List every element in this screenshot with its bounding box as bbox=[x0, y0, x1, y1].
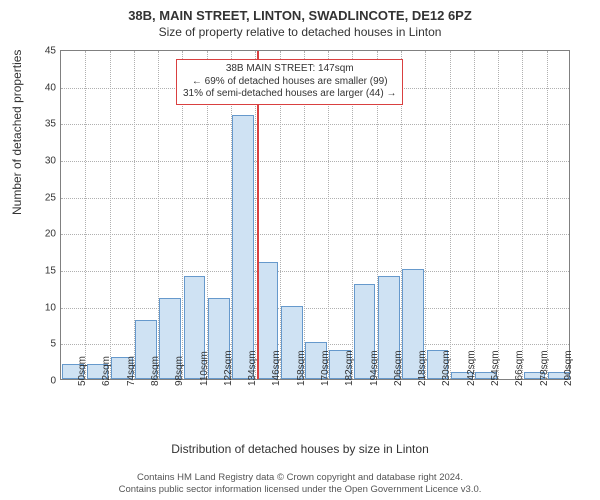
gridline-h bbox=[61, 161, 569, 162]
x-tick-label: 254sqm bbox=[490, 350, 501, 386]
y-tick-label: 10 bbox=[31, 302, 56, 313]
gridline-h bbox=[61, 198, 569, 199]
gridline-v bbox=[498, 51, 499, 379]
y-tick-label: 25 bbox=[31, 192, 56, 203]
gridline-v bbox=[110, 51, 111, 379]
x-axis-label: Distribution of detached houses by size … bbox=[0, 442, 600, 456]
chart-area: 05101520253035404550sqm62sqm74sqm86sqm98… bbox=[60, 50, 570, 420]
x-tick-label: 278sqm bbox=[539, 350, 550, 386]
y-tick-label: 30 bbox=[31, 156, 56, 167]
footer-attribution: Contains HM Land Registry data © Crown c… bbox=[0, 472, 600, 496]
y-tick-label: 20 bbox=[31, 229, 56, 240]
gridline-v bbox=[522, 51, 523, 379]
chart-title: 38B, MAIN STREET, LINTON, SWADLINCOTE, D… bbox=[0, 0, 600, 23]
footer-line-1: Contains HM Land Registry data © Crown c… bbox=[0, 472, 600, 484]
y-tick-label: 45 bbox=[31, 46, 56, 57]
chart-subtitle: Size of property relative to detached ho… bbox=[0, 23, 600, 39]
y-tick-label: 35 bbox=[31, 119, 56, 130]
y-tick-label: 0 bbox=[31, 376, 56, 387]
gridline-h bbox=[61, 308, 569, 309]
gridline-h bbox=[61, 124, 569, 125]
annotation-box: 38B MAIN STREET: 147sqm← 69% of detached… bbox=[176, 59, 403, 105]
x-tick-label: 230sqm bbox=[441, 350, 452, 386]
histogram-bar bbox=[232, 115, 254, 379]
plot-area: 05101520253035404550sqm62sqm74sqm86sqm98… bbox=[60, 50, 570, 380]
y-tick-label: 15 bbox=[31, 266, 56, 277]
y-axis-label: Number of detached properties bbox=[10, 50, 24, 215]
gridline-v bbox=[450, 51, 451, 379]
y-tick-label: 5 bbox=[31, 339, 56, 350]
gridline-h bbox=[61, 271, 569, 272]
gridline-h bbox=[61, 234, 569, 235]
annotation-line: 31% of semi-detached houses are larger (… bbox=[183, 88, 396, 101]
gridline-v bbox=[425, 51, 426, 379]
x-tick-label: 266sqm bbox=[514, 350, 525, 386]
gridline-v bbox=[474, 51, 475, 379]
gridline-v bbox=[547, 51, 548, 379]
x-tick-label: 242sqm bbox=[466, 350, 477, 386]
annotation-line: ← 69% of detached houses are smaller (99… bbox=[183, 76, 396, 89]
footer-line-2: Contains public sector information licen… bbox=[0, 484, 600, 496]
annotation-line: 38B MAIN STREET: 147sqm bbox=[183, 63, 396, 76]
gridline-v bbox=[85, 51, 86, 379]
x-tick-label: 290sqm bbox=[563, 350, 574, 386]
y-tick-label: 40 bbox=[31, 82, 56, 93]
